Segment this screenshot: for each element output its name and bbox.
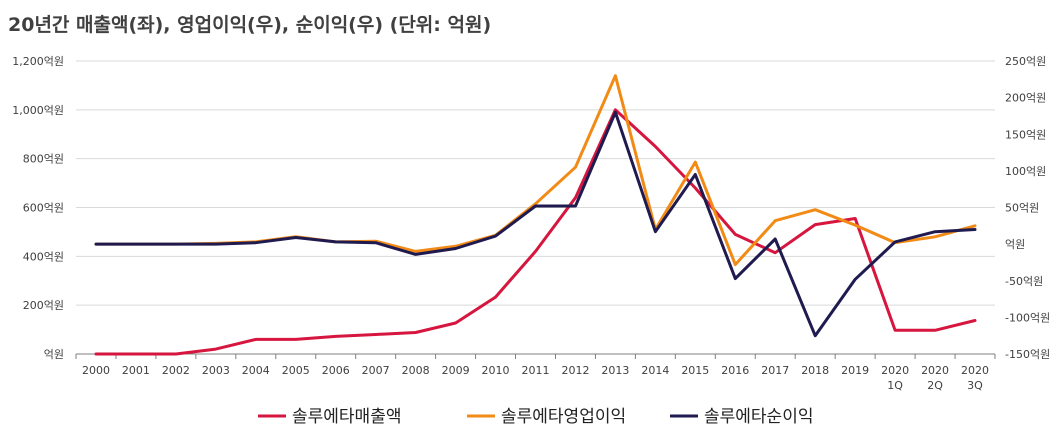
series-line [94, 108, 977, 356]
x-tick-label: 2020 [881, 364, 909, 377]
x-axis-ticks: 2000 2001 2002 2003 2004 2005 2006 2007 2008 2009… [75, 354, 996, 392]
x-tick-label: 2004 [242, 364, 270, 377]
x-tick-label: 2Q [927, 379, 943, 392]
x-tick-label: 2020 [961, 364, 989, 377]
x-tick-label: 2017 [761, 364, 789, 377]
right-tick-label: 150억원 [1005, 128, 1046, 141]
series-line [94, 74, 977, 267]
series-lines [94, 74, 977, 356]
x-tick-label: 2012 [561, 364, 589, 377]
left-axis-ticks: 억원 200억원 400억원 600억원 800억원 1,000억원 1,200억원 [12, 55, 64, 361]
x-tick-label: 2015 [681, 364, 709, 377]
x-tick-label: 2003 [202, 364, 230, 377]
x-tick-label: 2001 [122, 364, 150, 377]
legend: 솔루에타매출액 솔루에타영업이익 솔루에타순이익 [258, 407, 813, 427]
x-tick-label: 2002 [162, 364, 190, 377]
x-tick-label: 2019 [841, 364, 869, 377]
right-tick-label: 250억원 [1005, 55, 1046, 68]
x-tick-label: 2020 [921, 364, 949, 377]
left-tick-label: 1,000억원 [12, 104, 64, 117]
right-tick-label: 억원 [1005, 238, 1025, 251]
x-tick-label: 2011 [522, 364, 550, 377]
right-axis-ticks: -150억원 -100억원 -50억원 억원 50억원 100억원 150억원 200억원 25… [1005, 55, 1050, 361]
x-tick-label: 2010 [482, 364, 510, 377]
x-tick-label: 2007 [362, 364, 390, 377]
right-tick-label: -100억원 [1005, 311, 1050, 324]
x-tick-label: 2006 [322, 364, 350, 377]
chart-title: 20년간 매출액(좌), 영업이익(우), 순이익(우) (단위: 억원) [8, 14, 491, 36]
left-tick-label: 800억원 [23, 153, 64, 166]
left-tick-label: 억원 [44, 348, 64, 361]
right-tick-label: 100억원 [1005, 165, 1046, 178]
legend-label: 솔루에타순이익 [704, 407, 813, 427]
right-tick-label: 50억원 [1005, 202, 1039, 215]
x-tick-label: 2013 [601, 364, 629, 377]
right-tick-label: -50억원 [1005, 275, 1043, 288]
x-tick-label: 2016 [721, 364, 749, 377]
legend-label: 솔루에타영업이익 [501, 407, 626, 427]
left-tick-label: 200억원 [23, 299, 64, 312]
x-tick-label: 2005 [282, 364, 310, 377]
gridlines [76, 60, 995, 355]
left-tick-label: 1,200억원 [12, 55, 64, 68]
x-tick-label: 1Q [887, 379, 903, 392]
right-tick-label: 200억원 [1005, 92, 1046, 105]
x-tick-label: 2014 [641, 364, 669, 377]
left-tick-label: 600억원 [23, 202, 64, 215]
x-tick-label: 2000 [82, 364, 110, 377]
legend-label: 솔루에타매출액 [292, 407, 401, 427]
right-tick-label: -150억원 [1005, 348, 1050, 361]
series-line [94, 110, 977, 338]
x-tick-label: 2018 [801, 364, 829, 377]
x-tick-label: 2008 [402, 364, 430, 377]
x-tick-label: 3Q [967, 379, 983, 392]
x-tick-label: 2009 [442, 364, 470, 377]
left-tick-label: 400억원 [23, 250, 64, 263]
